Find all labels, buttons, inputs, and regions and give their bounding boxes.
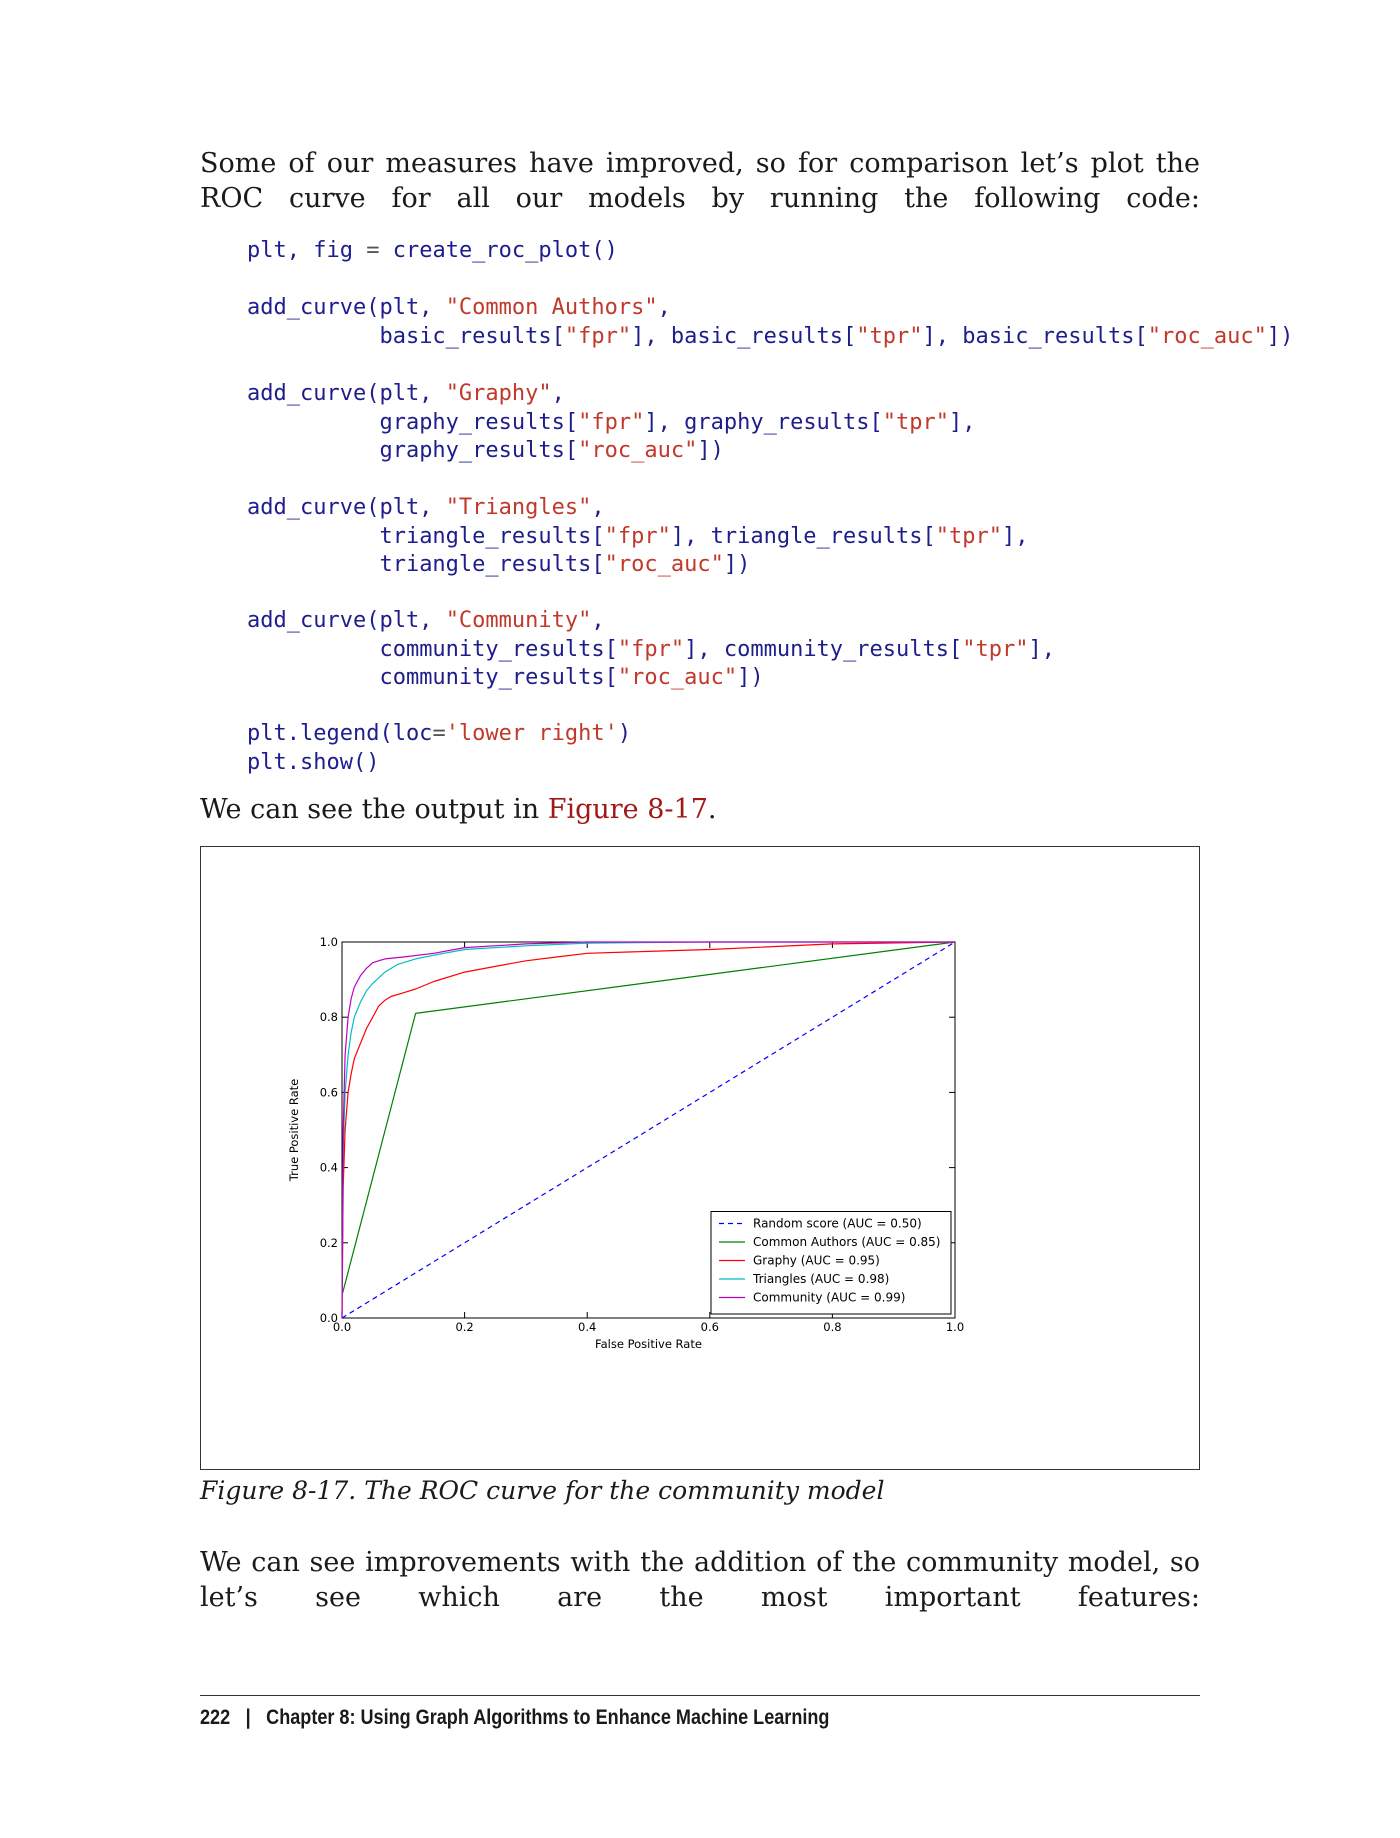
series-line-3 xyxy=(341,941,955,1319)
x-tick-label: 1.0 xyxy=(946,1320,964,1334)
x-tick-label: 0.2 xyxy=(455,1320,473,1334)
y-axis-label: True Positive Rate xyxy=(287,1079,301,1182)
y-tick-label: 0.2 xyxy=(320,1236,338,1250)
page-number: 222 xyxy=(200,1706,231,1729)
code-line-create-plot: plt, fig = create_roc_plot() xyxy=(247,238,618,263)
legend-box xyxy=(710,1211,952,1315)
y-tick-label: 0.6 xyxy=(320,1085,338,1099)
y-tick-label: 0.8 xyxy=(320,1010,338,1024)
after-paragraph: We can see improvements with the additio… xyxy=(200,1547,1200,1613)
page-footer: 222 | Chapter 8: Using Graph Algorithms to… xyxy=(200,1703,829,1733)
legend-label-0: Random score (AUC = 0.50) xyxy=(753,1217,922,1231)
series-line-0 xyxy=(341,941,956,1319)
x-tick-label: 0.8 xyxy=(823,1320,841,1334)
intro-paragraph: Some of our measures have improved, so f… xyxy=(200,148,1200,214)
code-block-common-authors: add_curve(plt, "Common Authors", basic_r… xyxy=(247,295,1294,349)
series-line-2 xyxy=(341,941,956,1319)
roc-chart: 0.0 0.2 0.4 0.6 0.8 1.0 0.0 0.2 0.4 0.6 0.8 1.0 Fals… xyxy=(287,935,964,1351)
x-tick-label: 0.4 xyxy=(578,1320,596,1334)
code-block-triangles: add_curve(plt, "Triangles", triangle_res… xyxy=(247,495,1029,577)
output-paragraph: We can see the output in Figure 8-17. xyxy=(200,794,717,825)
code-block-community: add_curve(plt, "Community", community_re… xyxy=(247,608,1055,690)
y-tick-label: 0.0 xyxy=(320,1311,338,1325)
figure-caption: Figure 8-17. The ROC curve for the commu… xyxy=(200,1476,885,1505)
series-line-1 xyxy=(341,941,956,1296)
x-tick-label: 0.6 xyxy=(701,1320,719,1334)
footer-separator: | xyxy=(245,1706,251,1729)
x-axis-label: False Positive Rate xyxy=(595,1337,702,1351)
footer-rule xyxy=(200,1695,1200,1696)
chapter-title: Chapter 8: Using Graph Algorithms to Enh… xyxy=(266,1706,830,1729)
y-tick-label: 1.0 xyxy=(320,935,338,949)
legend-label-1: Common Authors (AUC = 0.85) xyxy=(753,1235,940,1249)
figure-frame: 0.0 0.2 0.4 0.6 0.8 1.0 0.0 0.2 0.4 0.6 0.8 1.0 Fals… xyxy=(200,846,1200,1470)
series-line-4 xyxy=(341,941,955,1319)
legend-label-4: Community (AUC = 0.99) xyxy=(753,1291,905,1305)
x-tick-label: 0.0 xyxy=(333,1320,351,1334)
figure-link[interactable]: Figure 8-17 xyxy=(547,794,708,825)
code-block-graphy: add_curve(plt, "Graphy", graphy_results[… xyxy=(247,381,976,463)
code-block-legend-show: plt.legend(loc='lower right') plt.show() xyxy=(247,721,632,775)
legend-label-3: Triangles (AUC = 0.98) xyxy=(752,1272,889,1286)
y-tick-label: 0.4 xyxy=(320,1161,338,1175)
legend-label-2: Graphy (AUC = 0.95) xyxy=(753,1254,880,1268)
